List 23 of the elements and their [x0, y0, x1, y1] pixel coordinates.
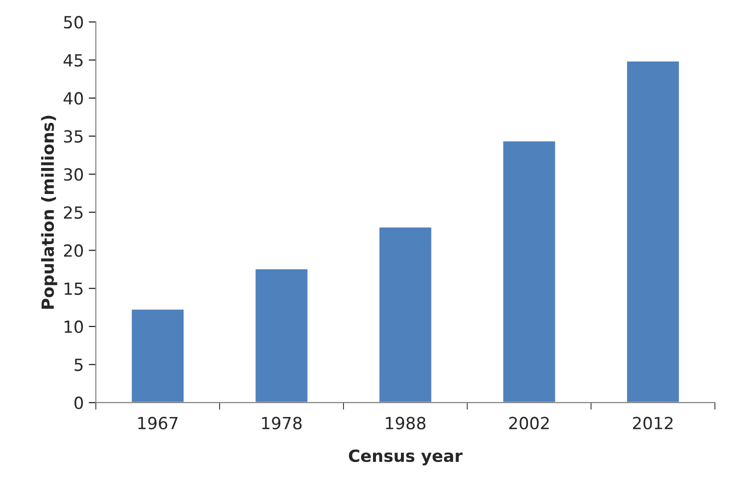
- x-axis-title: Census year: [348, 449, 463, 466]
- x-tick-label: 1978: [262, 416, 302, 430]
- y-axis-title: Population (millions): [41, 116, 58, 309]
- bar: [626, 60, 680, 403]
- bar: [378, 226, 433, 403]
- bar: [130, 308, 186, 403]
- y-tick-label: 35: [64, 130, 83, 143]
- x-tick-label: 1967: [138, 416, 178, 430]
- y-tick-label: 10: [64, 320, 83, 334]
- x-tick-label: 2002: [509, 416, 549, 430]
- x-tick-label: 2012: [632, 416, 673, 430]
- y-tick-label: 0: [74, 396, 83, 410]
- y-tick-label: 50: [64, 16, 83, 29]
- bar: [502, 140, 556, 403]
- y-tick-label: 45: [64, 54, 83, 67]
- bar: [254, 268, 309, 403]
- y-tick-label: 20: [64, 244, 83, 257]
- y-tick-label: 25: [64, 206, 83, 219]
- y-tick-label: 40: [64, 92, 83, 105]
- y-tick-label: 15: [64, 282, 83, 295]
- y-tick-label: 30: [64, 168, 83, 181]
- x-tick-label: 1988: [386, 416, 426, 430]
- y-tick-label: 5: [74, 358, 83, 372]
